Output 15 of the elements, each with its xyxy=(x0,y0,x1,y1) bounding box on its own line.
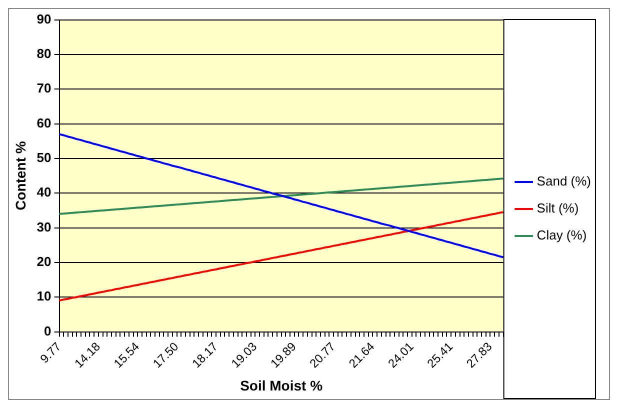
x-axis-title: Soil Moist % xyxy=(240,377,324,394)
y-tick-label: 80 xyxy=(36,46,52,62)
legend-label: Clay (%) xyxy=(536,228,587,243)
y-tick-label: 50 xyxy=(36,150,52,166)
y-tick-label: 90 xyxy=(36,11,52,26)
y-tick-label: 60 xyxy=(36,115,52,130)
legend-label: Silt (%) xyxy=(536,200,579,216)
y-tick-label: 40 xyxy=(36,184,52,200)
y-tick-label: 10 xyxy=(36,288,52,304)
y-tick-label: 0 xyxy=(44,323,52,338)
y-axis-title: Content % xyxy=(12,140,28,210)
y-tick-label: 20 xyxy=(36,254,52,270)
legend-label: Sand (%) xyxy=(536,174,592,189)
y-tick-label: 30 xyxy=(36,219,52,234)
y-tick-label: 70 xyxy=(36,80,52,96)
